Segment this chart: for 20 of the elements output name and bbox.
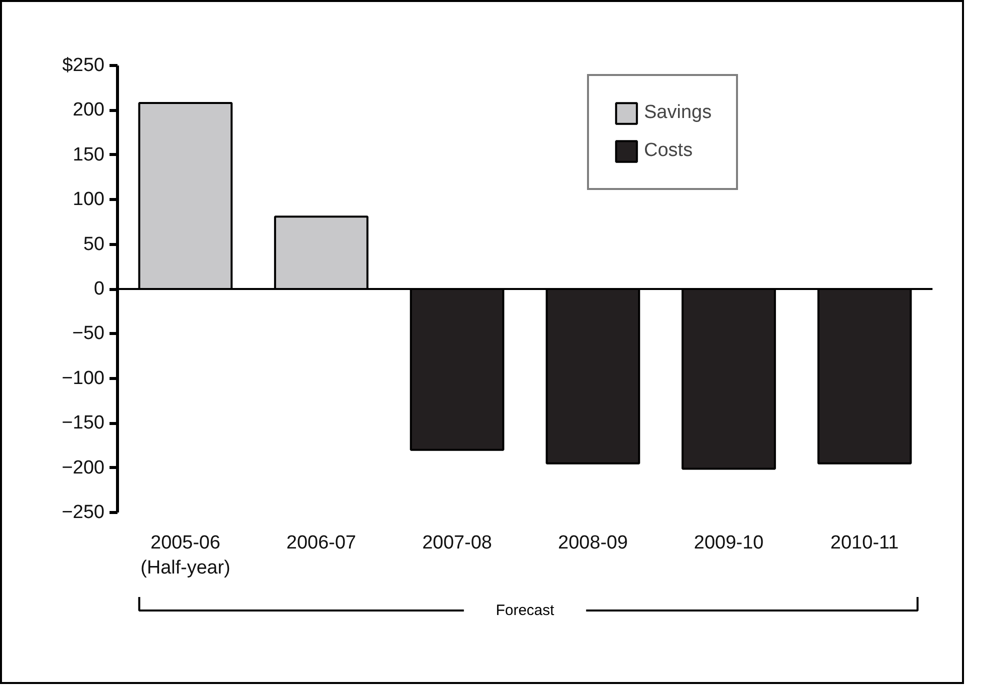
x-tick-label: 2009-10 (694, 532, 764, 554)
x-tick-label: 2008-09 (558, 532, 628, 554)
y-tick-label: $250 (62, 55, 105, 76)
y-tick-label: −200 (62, 457, 104, 478)
legend-label: Costs (644, 140, 693, 162)
x-tick-label: 2010-11 (830, 532, 899, 554)
y-tick-label: −50 (72, 323, 105, 344)
y-tick-label: 0 (94, 278, 105, 300)
x-tick-label: 2005-06 (Half-year) (140, 532, 230, 579)
y-tick-label: 150 (72, 144, 104, 166)
y-tick-label: −100 (62, 368, 104, 389)
y-tick-label: −150 (62, 412, 104, 434)
y-tick-label: 200 (72, 100, 104, 121)
y-tick-label: −250 (62, 502, 104, 523)
x-tick-label: 2006-07 (286, 532, 356, 554)
text: Forecast (496, 602, 556, 619)
y-tick-label: 50 (83, 234, 105, 255)
legend-label: Savings (644, 102, 712, 124)
x-tick-label: 2007-08 (422, 532, 492, 554)
y-tick-label: 100 (72, 189, 104, 210)
